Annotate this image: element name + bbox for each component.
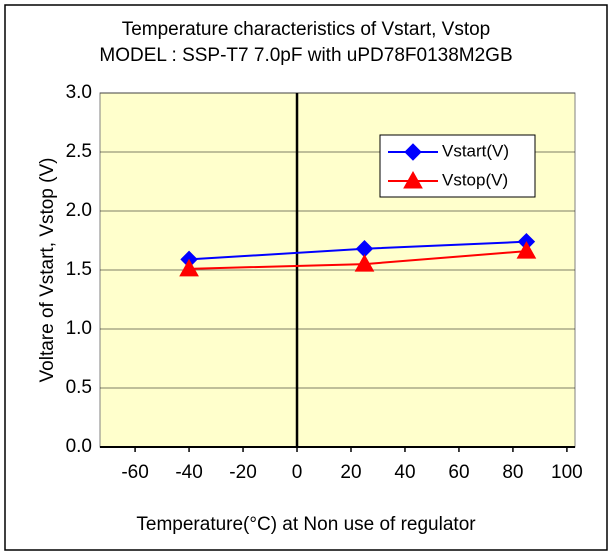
marker bbox=[516, 241, 537, 259]
chart-title: Temperature characteristics of Vstart, V… bbox=[122, 19, 491, 40]
x-tick-label: 80 bbox=[502, 462, 523, 483]
x-tick-label: 20 bbox=[340, 462, 361, 483]
y-axis-label: Voltare of Vstart, Vstop (V) bbox=[37, 158, 58, 383]
x-tick-label: 40 bbox=[394, 462, 415, 483]
chart-subtitle: MODEL : SSP-T7 7.0pF with uPD78F0138M2GB bbox=[99, 45, 512, 66]
x-tick-label: 0 bbox=[292, 462, 303, 483]
x-tick-label: 60 bbox=[448, 462, 469, 483]
x-axis-label: Temperature(°C) at Non use of regulator bbox=[136, 514, 476, 535]
y-tick-label: 1.5 bbox=[66, 259, 92, 280]
legend-label: Vstart(V) bbox=[442, 141, 509, 160]
x-tick-label: 100 bbox=[551, 462, 583, 483]
marker bbox=[354, 254, 375, 272]
x-tick-label: -60 bbox=[121, 462, 148, 483]
y-tick-label: 3.0 bbox=[66, 82, 92, 103]
y-tick-label: 1.0 bbox=[66, 318, 92, 339]
x-tick-label: -40 bbox=[175, 462, 202, 483]
marker bbox=[179, 258, 199, 277]
x-tick-label: -20 bbox=[229, 462, 256, 483]
legend-marker bbox=[403, 170, 423, 189]
y-tick-label: 0.5 bbox=[66, 377, 92, 398]
y-tick-label: 2.0 bbox=[66, 200, 92, 221]
y-tick-label: 2.5 bbox=[66, 141, 92, 162]
legend-marker bbox=[404, 143, 422, 161]
y-tick-label: 0.0 bbox=[66, 436, 92, 457]
legend-label: Vstop(V) bbox=[442, 170, 508, 189]
